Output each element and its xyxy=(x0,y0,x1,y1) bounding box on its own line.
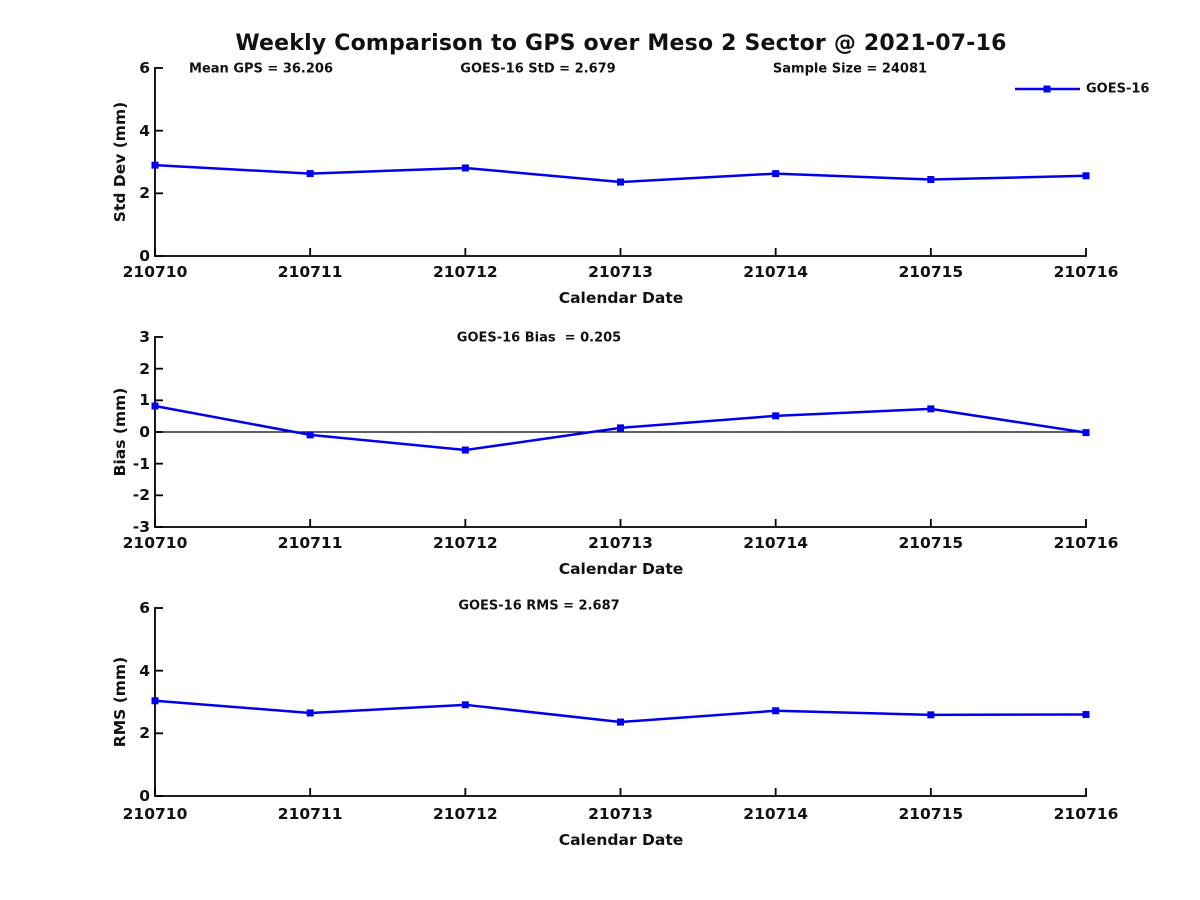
series-marker xyxy=(1082,172,1090,180)
y-tick-label: -1 xyxy=(132,454,150,473)
y-tick-label: 0 xyxy=(139,787,150,805)
x-tick-label: 210711 xyxy=(277,805,343,823)
x-tick-label: 210711 xyxy=(277,263,343,281)
annotation-goes16-rms: GOES-16 RMS = 2.687 xyxy=(458,598,620,614)
y-tick-label: 2 xyxy=(139,359,150,378)
y-tick-label: 2 xyxy=(139,184,150,203)
x-tick-label: 210714 xyxy=(743,263,809,281)
y-tick-label: 2 xyxy=(139,724,150,743)
figure-title: Weekly Comparison to GPS over Meso 2 Sec… xyxy=(235,31,1007,56)
annotation-mean-gps: Mean GPS = 36.206 xyxy=(189,61,333,77)
x-tick-label: 210710 xyxy=(122,534,188,552)
y-tick-label: -3 xyxy=(132,518,150,536)
series-marker xyxy=(772,412,780,420)
x-tick-label: 210716 xyxy=(1053,805,1119,823)
x-tick-label: 210713 xyxy=(588,534,653,552)
series-marker xyxy=(1082,711,1090,719)
x-axis-label-std-dev: Calendar Date xyxy=(558,289,684,307)
axis-spine xyxy=(154,67,1087,257)
annotation-sample-size: Sample Size = 24081 xyxy=(772,61,928,77)
x-tick-label: 210710 xyxy=(122,805,188,823)
y-tick-label: 6 xyxy=(139,599,150,617)
legend-label-goes16: GOES-16 xyxy=(1086,81,1150,97)
x-tick-label: 210712 xyxy=(432,805,498,823)
y-tick-label: 0 xyxy=(139,423,150,441)
x-tick-label: 210716 xyxy=(1053,534,1119,552)
y-tick-label: 4 xyxy=(139,661,150,680)
series-marker xyxy=(151,402,159,410)
series-marker xyxy=(151,697,159,705)
series-marker xyxy=(772,707,780,715)
y-tick-label: 3 xyxy=(139,328,150,346)
y-tick-label: -2 xyxy=(132,486,150,505)
x-tick-label: 210715 xyxy=(898,263,964,281)
x-tick-label: 210712 xyxy=(432,534,498,552)
x-tick-label: 210712 xyxy=(432,263,498,281)
x-tick-label: 210714 xyxy=(743,805,809,823)
x-tick-label: 210713 xyxy=(588,263,653,281)
x-tick-label: 210711 xyxy=(277,534,343,552)
x-axis-label-bias: Calendar Date xyxy=(558,560,684,578)
x-tick-label: 210710 xyxy=(122,263,188,281)
x-tick-label: 210716 xyxy=(1053,263,1119,281)
annotation-goes16-bias: GOES-16 Bias = 0.205 xyxy=(456,330,622,346)
y-tick-label: 6 xyxy=(139,59,150,77)
x-tick-label: 210715 xyxy=(898,805,964,823)
series-marker xyxy=(617,178,624,186)
series-marker xyxy=(461,164,469,172)
y-tick-label: 1 xyxy=(139,391,150,410)
y-tick-label: 0 xyxy=(139,247,150,265)
series-marker xyxy=(306,431,314,439)
y-axis-label-std-dev: Std Dev (mm) xyxy=(111,101,129,223)
series-marker xyxy=(461,446,469,454)
series-marker xyxy=(617,424,624,432)
annotation-goes16-std: GOES-16 StD = 2.679 xyxy=(460,61,616,77)
x-axis-label-rms: Calendar Date xyxy=(558,831,684,849)
series-marker xyxy=(306,170,314,178)
x-tick-label: 210713 xyxy=(588,805,653,823)
series-marker xyxy=(306,709,314,717)
series-marker xyxy=(1082,429,1090,437)
axis-spine xyxy=(154,607,1087,797)
y-axis-label-rms: RMS (mm) xyxy=(111,656,129,748)
x-tick-label: 210714 xyxy=(743,534,809,552)
y-tick-label: 4 xyxy=(139,121,150,140)
series-marker xyxy=(151,161,159,169)
series-marker xyxy=(772,170,780,178)
series-marker xyxy=(927,711,935,719)
legend-marker xyxy=(1043,85,1051,93)
x-tick-label: 210715 xyxy=(898,534,964,552)
series-marker xyxy=(461,701,469,709)
series-marker xyxy=(927,176,935,184)
series-marker xyxy=(617,718,624,726)
series-marker xyxy=(927,405,935,413)
